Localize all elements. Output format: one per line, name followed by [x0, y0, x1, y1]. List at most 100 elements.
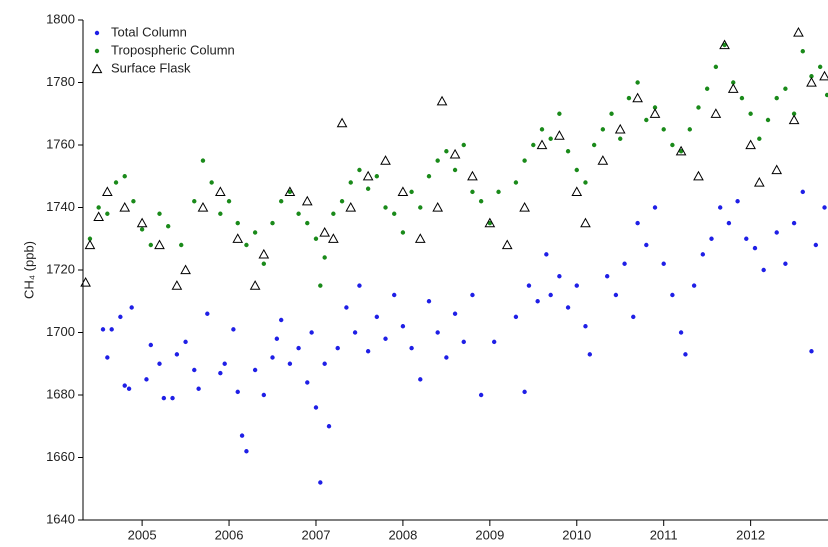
point: [392, 211, 397, 216]
point: [709, 236, 714, 241]
flask-marker: [571, 186, 583, 196]
point: [252, 367, 258, 373]
point: [583, 180, 588, 185]
point: [761, 267, 766, 273]
point: [809, 74, 814, 79]
flask-marker: [93, 211, 104, 221]
point: [118, 314, 123, 320]
flask-marker: [649, 108, 661, 118]
point: [235, 220, 240, 226]
point: [100, 327, 106, 332]
flask-marker: [484, 217, 496, 228]
point: [478, 199, 484, 204]
flask-marker: [693, 170, 704, 181]
point: [757, 136, 762, 141]
point: [139, 227, 145, 232]
flask-marker: [345, 201, 357, 212]
point: [383, 336, 388, 341]
point: [418, 377, 423, 382]
legend-marker: [94, 48, 100, 54]
flask-marker: [101, 186, 113, 196]
point: [731, 80, 736, 85]
point: [165, 224, 171, 229]
flask-marker: [710, 108, 722, 118]
point: [318, 283, 323, 288]
y-tick-label: 1680: [46, 386, 75, 401]
point: [331, 211, 336, 216]
flask-marker: [319, 226, 331, 237]
flask-marker: [597, 155, 609, 165]
point: [565, 305, 571, 310]
point: [318, 480, 323, 485]
point: [383, 205, 388, 210]
point: [644, 242, 649, 248]
point: [374, 314, 380, 320]
flask-marker: [432, 201, 444, 212]
point: [600, 127, 606, 132]
y-tick-label: 1700: [46, 324, 75, 339]
flask-marker: [380, 155, 391, 165]
point: [774, 95, 779, 101]
point: [244, 242, 249, 248]
point: [261, 392, 267, 398]
flask-marker: [467, 170, 478, 181]
point: [148, 242, 154, 248]
point: [313, 405, 319, 410]
x-tick-label: 2012: [736, 527, 765, 542]
point: [557, 111, 562, 116]
point: [487, 220, 493, 226]
point: [809, 349, 814, 354]
point: [461, 142, 466, 148]
point: [822, 205, 827, 210]
point: [126, 386, 132, 391]
point: [661, 127, 666, 132]
point: [574, 283, 579, 288]
point: [704, 86, 710, 91]
flask-marker: [501, 239, 513, 250]
point: [426, 299, 432, 304]
legend-marker: [94, 30, 100, 36]
flask-marker: [788, 114, 800, 125]
point: [783, 261, 788, 266]
point: [557, 274, 562, 279]
flask-marker: [232, 233, 244, 243]
x-tick-label: 2008: [388, 527, 417, 542]
point: [322, 255, 327, 260]
point: [644, 117, 649, 123]
point: [105, 355, 110, 360]
point: [205, 311, 210, 316]
point: [96, 205, 101, 210]
point: [722, 42, 727, 48]
point: [435, 330, 440, 335]
point: [313, 236, 319, 241]
point: [326, 424, 332, 429]
point: [817, 64, 823, 70]
point: [374, 174, 380, 179]
point: [678, 149, 684, 154]
flask-marker: [397, 186, 409, 196]
point: [604, 274, 610, 279]
x-tick-label: 2009: [475, 527, 504, 542]
flask-marker: [414, 233, 426, 243]
flask-marker: [554, 130, 565, 140]
point: [635, 220, 640, 226]
point: [200, 158, 206, 163]
point: [274, 336, 280, 341]
point: [392, 292, 397, 298]
flask-marker: [806, 76, 817, 87]
flask-marker: [536, 139, 548, 150]
point: [652, 105, 658, 110]
point: [344, 305, 349, 310]
point: [565, 149, 571, 154]
flask-marker: [793, 26, 804, 37]
point: [296, 345, 301, 351]
point: [279, 317, 284, 323]
flask-marker: [362, 170, 374, 181]
point: [661, 261, 666, 266]
point: [122, 383, 127, 388]
point: [513, 180, 519, 185]
point: [235, 389, 240, 395]
point: [631, 314, 636, 320]
flask-marker: [771, 164, 783, 175]
point: [813, 242, 819, 248]
